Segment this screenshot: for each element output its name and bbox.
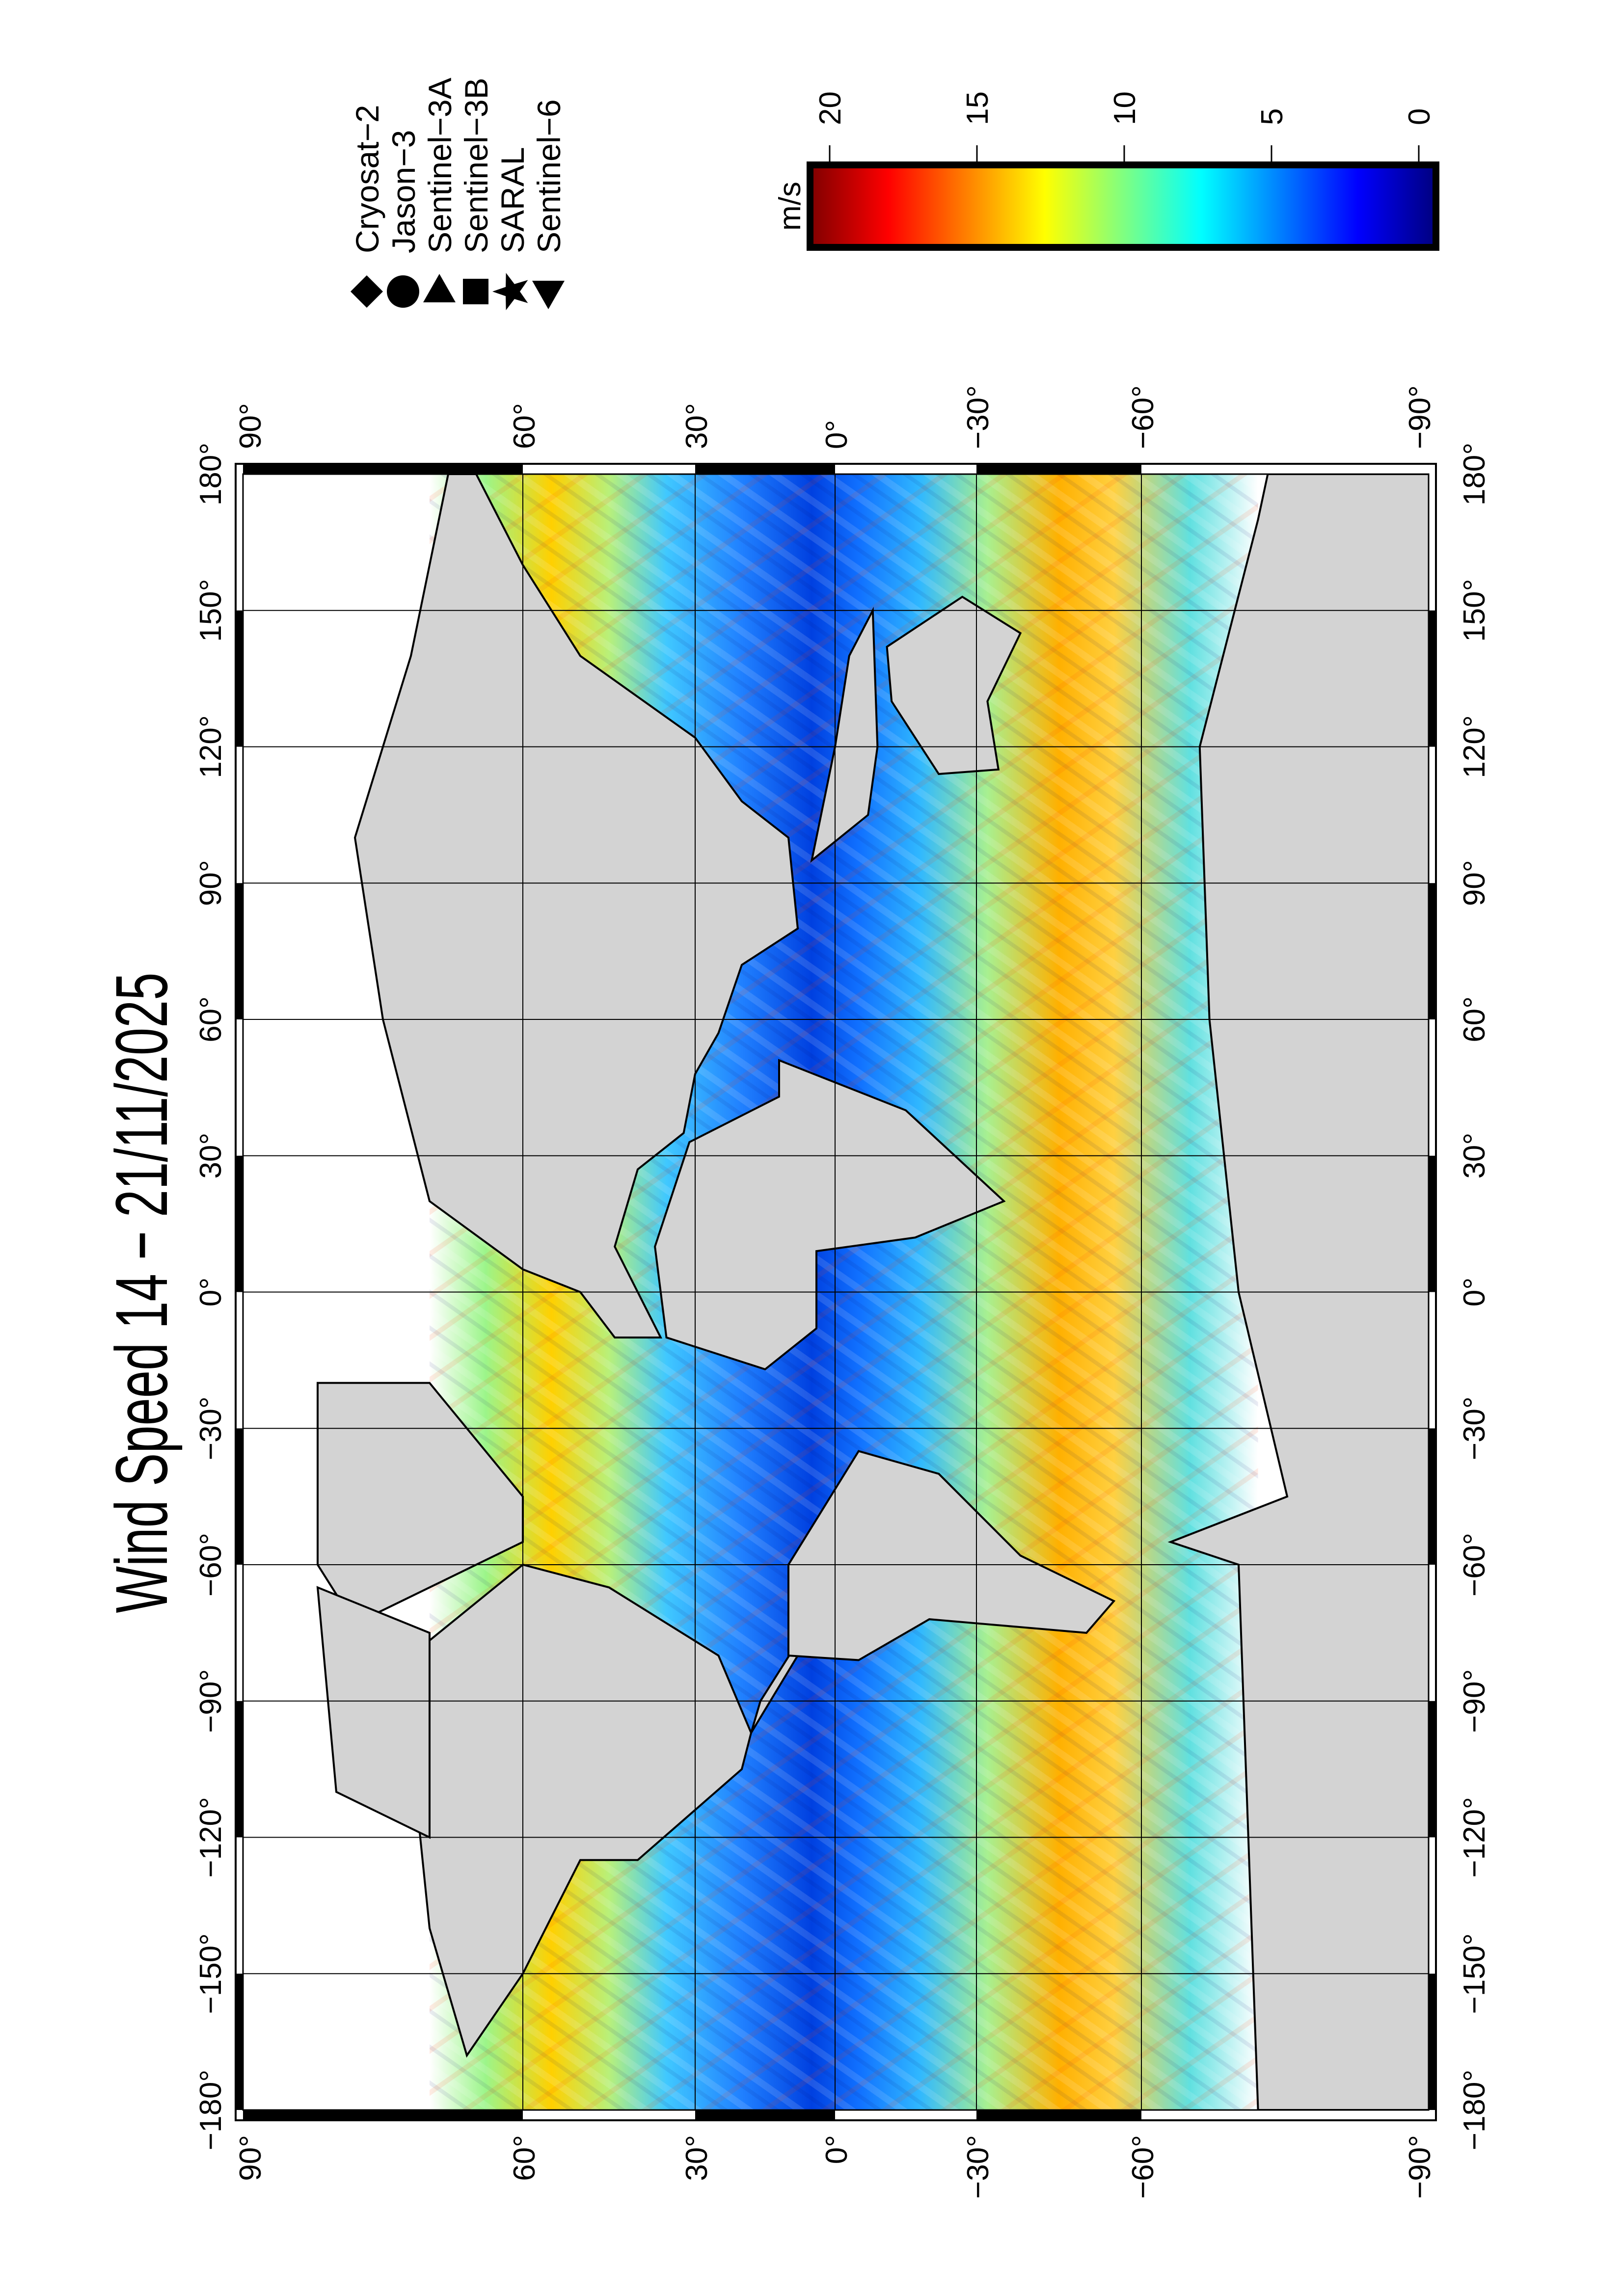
circle-icon xyxy=(387,275,419,308)
latitude-label-bottom: −90° xyxy=(1403,2135,1437,2199)
colorbar-gradient xyxy=(807,161,1439,251)
colorbar-tick-label: 5 xyxy=(1255,108,1289,125)
longitude-label-right: −150° xyxy=(1458,1933,1491,2014)
longitude-label-left: −180° xyxy=(194,2070,228,2150)
legend-label: Sentinel−3A xyxy=(422,78,458,253)
longitude-label-left: 30° xyxy=(194,1133,228,1179)
longitude-label-left: 60° xyxy=(194,996,228,1042)
frame-bar-bottom xyxy=(243,2110,523,2120)
latitude-label-bottom: 90° xyxy=(234,2135,268,2181)
frame-bar-right xyxy=(1429,1155,1436,1292)
latitude-label-top: 60° xyxy=(508,403,541,449)
longitude-label-right: 0° xyxy=(1458,1278,1491,1307)
frame-bar-bottom xyxy=(695,2110,835,2120)
longitude-label-left: 120° xyxy=(194,715,228,778)
frame-bar-top xyxy=(695,464,835,474)
frame-bar-right xyxy=(1429,1428,1436,1565)
landmass-eurasia xyxy=(353,474,799,1339)
longitude-label-right: 120° xyxy=(1458,715,1491,778)
axis-tick-labels: −180° −180° −150° −150° −120° −120° −90° −90° −6… xyxy=(194,385,1491,2199)
frame-bar-right xyxy=(1429,1974,1436,2110)
longitude-label-left: 150° xyxy=(194,579,228,642)
frame-bar-left xyxy=(236,1701,243,1838)
latitude-label-top: −60° xyxy=(1126,385,1160,449)
frame-bar-left xyxy=(236,1974,243,2110)
satellite-legend: Cryosat−2 Jason−3 Sentinel−3A Sentinel−3B SA… xyxy=(349,78,567,311)
colorbar: 20 15 10 5 0 m/s xyxy=(773,91,1439,251)
map-frame xyxy=(235,463,1437,2121)
longitude-label-right: 90° xyxy=(1458,860,1491,906)
triangle-icon xyxy=(423,274,456,302)
legend-label: Jason−3 xyxy=(385,130,422,253)
longitude-label-right: −30° xyxy=(1458,1396,1491,1460)
diamond-icon xyxy=(351,275,383,308)
legend-label: SARAL xyxy=(494,147,531,253)
map-title: Wind Speed 14 − 21/11/2025 xyxy=(100,973,183,1613)
longitude-label-right: 150° xyxy=(1458,579,1491,642)
latitude-label-top: −30° xyxy=(961,385,995,449)
frame-bar-right xyxy=(1429,883,1436,1019)
latitude-label-top: −90° xyxy=(1403,385,1437,449)
frame-bar-bottom xyxy=(976,2110,1141,2120)
latitude-label-top: 90° xyxy=(234,403,268,449)
frame-bar-left xyxy=(236,1428,243,1565)
colorbar-unit-label: m/s xyxy=(773,182,807,231)
colorbar-tick-label: 10 xyxy=(1108,91,1142,125)
triangle-right-icon xyxy=(532,281,565,309)
latitude-label-bottom: 0° xyxy=(820,2135,854,2164)
legend-label: Sentinel−6 xyxy=(531,99,567,253)
landmass-australia xyxy=(886,595,1022,775)
longitude-label-right: −90° xyxy=(1458,1669,1491,1733)
longitude-label-left: −150° xyxy=(194,1933,228,2014)
frame-bar-top xyxy=(243,464,523,474)
longitude-label-right: −60° xyxy=(1458,1533,1491,1597)
colorbar-tick-label: 15 xyxy=(961,91,995,125)
longitude-label-left: −120° xyxy=(194,1797,228,1877)
landmass-south-america xyxy=(787,1450,1116,1661)
map-plot-area xyxy=(243,474,1429,2110)
longitude-label-left: 180° xyxy=(194,443,228,506)
longitude-label-right: −120° xyxy=(1458,1797,1491,1877)
legend-label: Cryosat−2 xyxy=(349,105,385,253)
legend-label: Sentinel−3B xyxy=(458,78,494,253)
frame-bar-left xyxy=(236,883,243,1019)
latitude-label-bottom: −30° xyxy=(961,2135,995,2199)
square-icon xyxy=(463,279,488,304)
latitude-label-bottom: 30° xyxy=(680,2135,714,2181)
longitude-label-left: 0° xyxy=(194,1278,228,1307)
latitude-label-top: 0° xyxy=(820,420,854,449)
latitude-label-bottom: 60° xyxy=(508,2135,541,2181)
frame-bar-right xyxy=(1429,610,1436,747)
longitude-label-right: 60° xyxy=(1458,996,1491,1042)
longitude-label-left: −60° xyxy=(194,1533,228,1597)
frame-bar-top xyxy=(976,464,1141,474)
longitude-label-right: −180° xyxy=(1458,2070,1491,2150)
star-icon xyxy=(492,272,528,311)
frame-bar-right xyxy=(1429,1701,1436,1838)
longitude-label-left: 90° xyxy=(194,860,228,906)
latitude-label-top: 30° xyxy=(680,403,714,449)
frame-bar-left xyxy=(236,1155,243,1292)
colorbar-tick-label: 0 xyxy=(1403,108,1436,125)
longitude-label-left: −90° xyxy=(194,1669,228,1733)
longitude-label-right: 180° xyxy=(1458,443,1491,506)
longitude-label-right: 30° xyxy=(1458,1133,1491,1179)
longitude-label-left: −30° xyxy=(194,1396,228,1460)
colorbar-tick-label: 20 xyxy=(813,91,847,125)
frame-bar-left xyxy=(236,610,243,747)
latitude-label-bottom: −60° xyxy=(1126,2135,1160,2199)
